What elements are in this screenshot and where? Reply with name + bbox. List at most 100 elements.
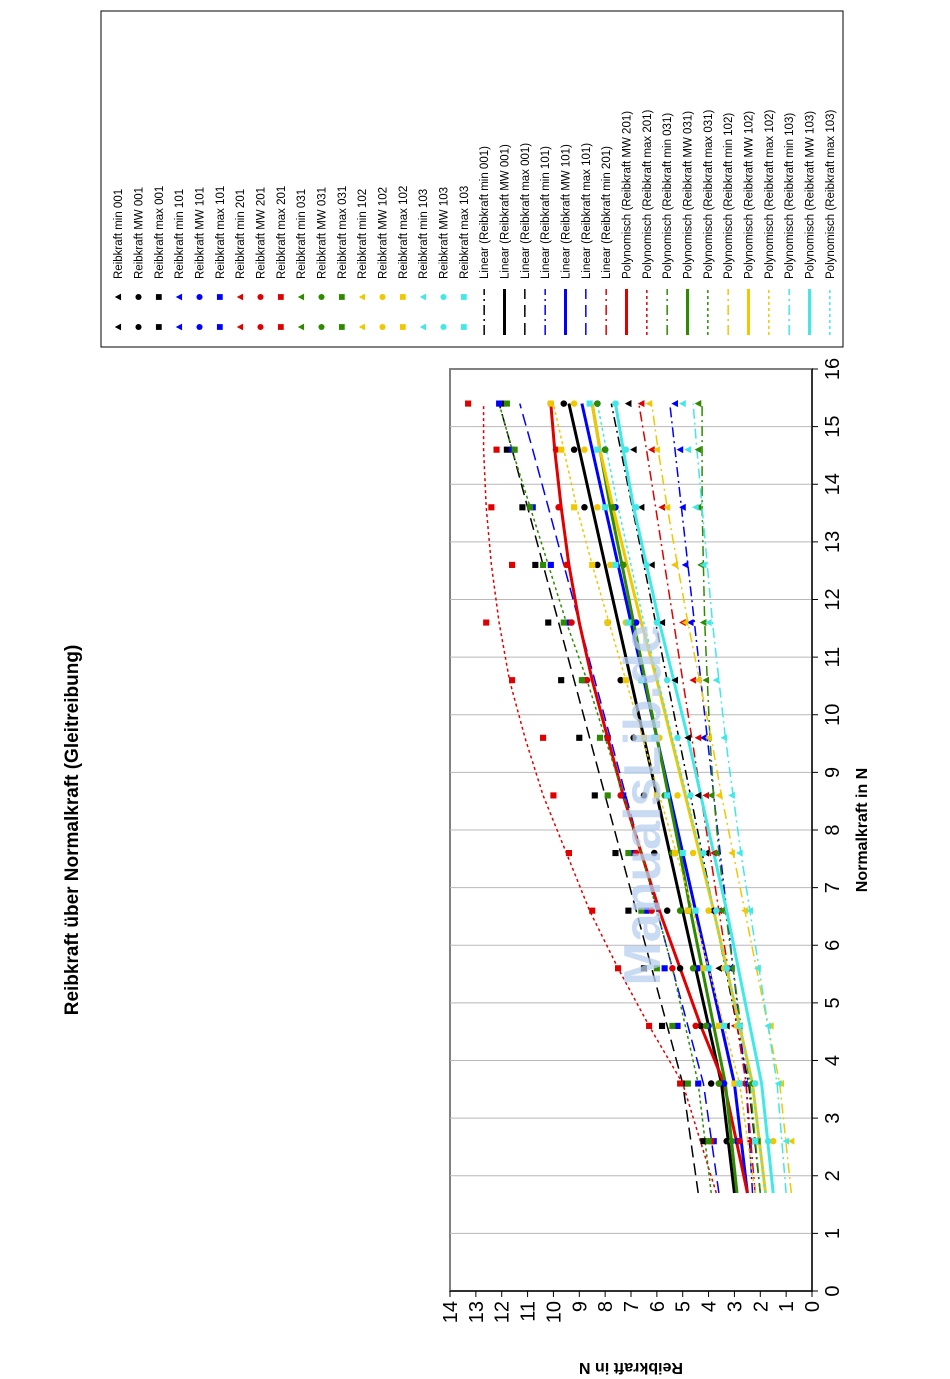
legend-marker (297, 293, 305, 301)
point-reibkraft-max-031 (540, 561, 547, 568)
point-reibkraft-mw-102 (594, 504, 601, 511)
point-reibkraft-max-001 (640, 965, 647, 972)
legend-marker (419, 323, 427, 331)
legend-label: Reibkraft MW 103 (439, 187, 451, 279)
point-reibkraft-max-102 (589, 561, 596, 568)
point-reibkraft-max-103 (594, 446, 601, 453)
trend-line-polynomisch-reibkraft-min-102 (650, 403, 793, 1194)
point-reibkraft-mw-201 (648, 907, 655, 914)
legend-marker (419, 293, 427, 301)
point-reibkraft-min-031 (712, 849, 720, 857)
point-reibkraft-max-001 (658, 1022, 666, 1029)
point-reibkraft-mw-001 (676, 965, 684, 972)
point-reibkraft-max-103 (679, 849, 686, 857)
point-reibkraft-max-101 (496, 400, 503, 407)
legend-label: Reibkraft max 001 (154, 186, 166, 279)
point-reibkraft-min-101 (679, 503, 686, 511)
point-reibkraft-min-103 (712, 676, 720, 684)
plot-area: 0123456789101112131415160123456789101112… (440, 358, 871, 1376)
x-tick-label: 13 (822, 531, 844, 553)
trend-line-linear-reibkraft-max-001 (498, 403, 699, 1194)
point-reibkraft-max-201 (646, 1022, 653, 1029)
point-reibkraft-mw-103 (674, 734, 681, 742)
legend-marker (460, 294, 467, 300)
legend-label: Reibkraft MW 102 (378, 187, 390, 279)
point-reibkraft-min-001 (624, 399, 632, 408)
point-reibkraft-mw-201 (632, 849, 640, 857)
legend-marker (379, 293, 386, 301)
x-tick-label: 2 (822, 1170, 844, 1181)
legend-label: Polynomisch (Reibkraft max 031) (703, 109, 715, 279)
legend-marker (399, 324, 406, 330)
y-tick-label: 5 (673, 1301, 695, 1312)
point-reibkraft-min-031 (694, 446, 702, 454)
point-reibkraft-max-102 (715, 1022, 722, 1029)
point-reibkraft-min-103 (774, 1079, 782, 1088)
legend-label: Reibkraft max 101 (215, 186, 227, 279)
point-reibkraft-mw-103 (663, 676, 671, 684)
point-reibkraft-mw-101 (720, 1080, 728, 1087)
point-reibkraft-min-103 (754, 964, 761, 972)
point-reibkraft-mw-103 (764, 1137, 772, 1145)
point-reibkraft-min-102 (741, 907, 748, 915)
point-reibkraft-max-101 (643, 907, 650, 914)
point-reibkraft-mw-201 (555, 504, 562, 511)
legend-marker (379, 323, 386, 331)
point-reibkraft-min-201 (658, 503, 666, 511)
x-tick-label: 11 (822, 647, 844, 668)
point-reibkraft-min-103 (679, 399, 686, 408)
point-reibkraft-mw-001 (723, 1137, 730, 1145)
legend-marker (338, 294, 345, 300)
point-reibkraft-min-001 (694, 791, 702, 800)
trend-line-linear-reibkraft-max-101 (519, 403, 720, 1194)
legend-label: Polynomisch (Reibkraft max 201) (642, 109, 654, 279)
point-reibkraft-min-101 (686, 618, 694, 627)
legend-label: Linear (Reibkraft min 001) (479, 146, 491, 279)
y-tick-label: 4 (699, 1301, 721, 1312)
point-reibkraft-max-031 (527, 504, 534, 511)
watermark: ManualsLib.de (614, 624, 672, 985)
legend-marker (216, 324, 223, 330)
point-reibkraft-mw-103 (622, 446, 630, 453)
point-reibkraft-min-201 (746, 1137, 754, 1145)
point-reibkraft-max-201 (465, 400, 472, 407)
point-reibkraft-min-031 (694, 399, 702, 408)
legend-marker (155, 294, 162, 300)
chart-title: Reibkraft über Normalkraft (Gleitreibung… (62, 645, 83, 1016)
point-reibkraft-max-102 (604, 619, 611, 626)
point-reibkraft-max-101 (661, 965, 668, 972)
point-reibkraft-max-031 (638, 907, 645, 914)
point-reibkraft-max-031 (625, 849, 632, 857)
legend: Reibkraft min 001 Reibkraft MW 001 Reibkra… (100, 10, 844, 348)
point-reibkraft-mw-101 (632, 619, 640, 626)
y-tick-label: 10 (543, 1301, 565, 1323)
trend-line-linear-reibkraft-min-201 (638, 403, 756, 1194)
point-reibkraft-max-031 (503, 400, 510, 407)
point-reibkraft-max-001 (591, 792, 598, 799)
legend-marker (460, 324, 467, 330)
point-reibkraft-min-102 (694, 676, 702, 684)
legend-marker (338, 324, 345, 330)
point-reibkraft-min-201 (637, 399, 645, 408)
legend-marker (196, 293, 203, 301)
point-reibkraft-mw-031 (609, 504, 617, 511)
point-reibkraft-mw-102 (656, 734, 663, 742)
trend-line-polynomisch-reibkraft-mw-031 (590, 403, 739, 1194)
point-reibkraft-mw-001 (617, 676, 624, 684)
point-reibkraft-mw-102 (570, 400, 578, 407)
point-reibkraft-max-201 (508, 561, 516, 568)
point-reibkraft-mw-001 (640, 792, 648, 799)
point-reibkraft-min-031 (746, 1079, 754, 1088)
y-tick-label: 0 (802, 1301, 824, 1312)
x-tick-label: 3 (822, 1113, 844, 1124)
trend-line-polynomisch-reibkraft-min-031 (701, 403, 762, 1194)
data-points (465, 399, 795, 1145)
point-reibkraft-max-102 (653, 792, 660, 799)
legend-marker (318, 323, 325, 331)
point-reibkraft-max-201 (615, 965, 622, 972)
legend-marker (114, 323, 122, 331)
point-reibkraft-min-001 (684, 734, 691, 742)
point-reibkraft-mw-031 (689, 965, 697, 972)
point-reibkraft-min-103 (704, 618, 712, 627)
x-tick-label: 16 (822, 358, 844, 380)
